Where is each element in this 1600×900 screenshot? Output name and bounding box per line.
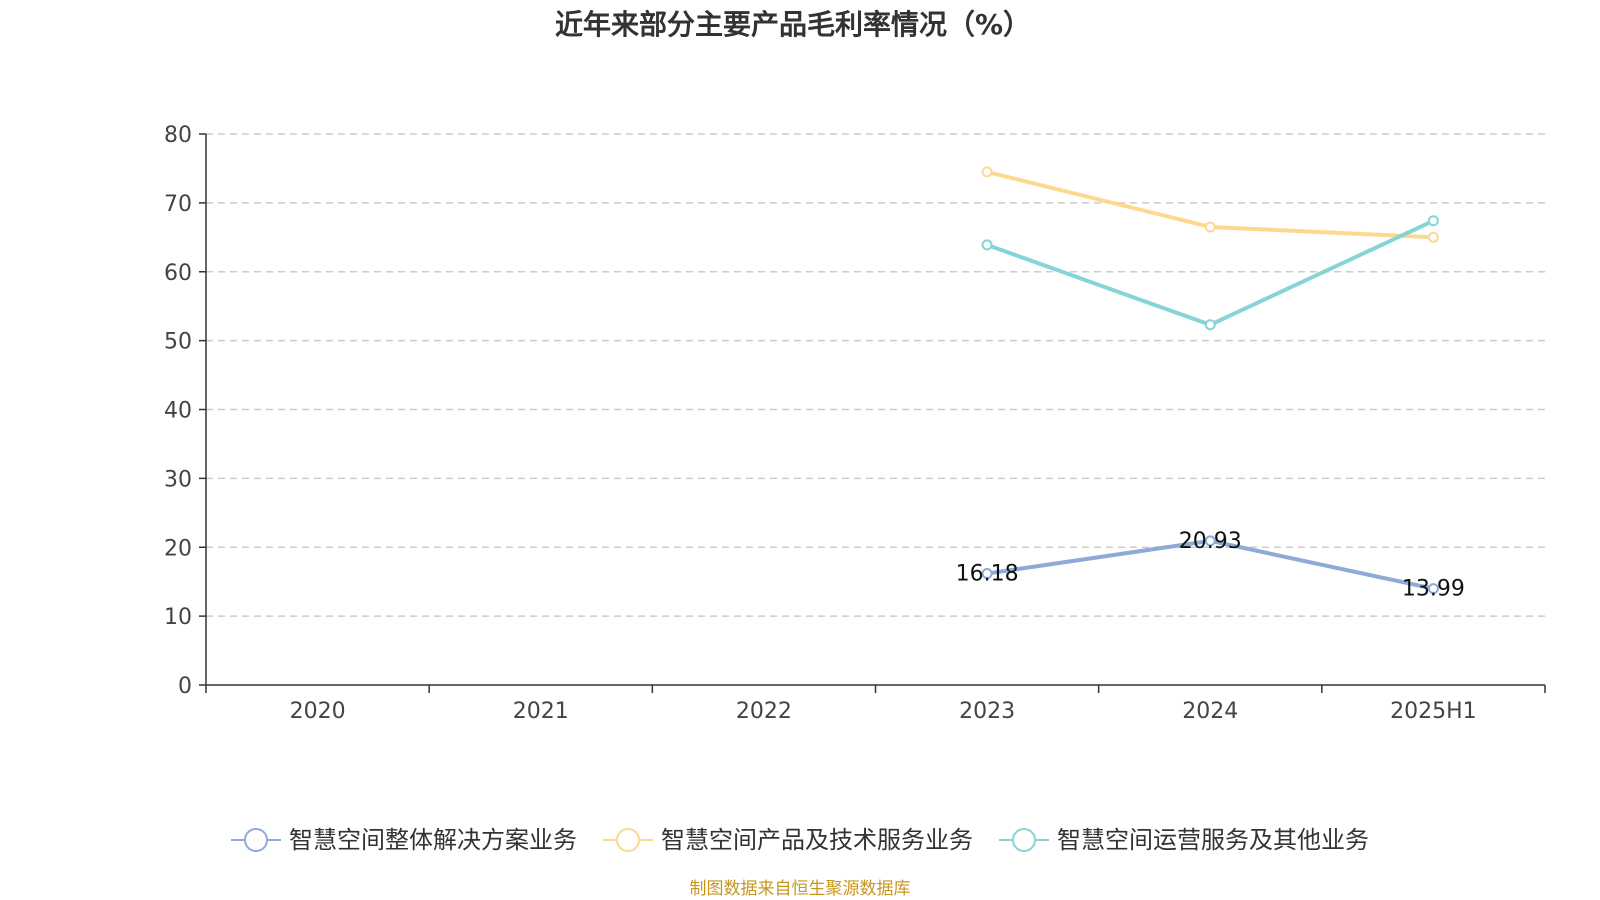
legend-label: 智慧空间整体解决方案业务	[289, 826, 577, 854]
source-note: 制图数据来自恒生聚源数据库	[690, 879, 911, 899]
y-tick-label: 40	[164, 399, 192, 424]
y-tick-label: 60	[164, 261, 192, 286]
x-tick-label: 2022	[736, 699, 792, 724]
x-tick-label: 2023	[959, 699, 1015, 724]
x-tick-label: 2025H1	[1390, 699, 1477, 724]
series-lines	[981, 166, 1439, 595]
legend-item-1: 智慧空间整体解决方案业务	[231, 826, 577, 854]
x-tick-label: 2021	[513, 699, 569, 724]
data-point	[1204, 535, 1216, 547]
data-label: 16.18	[956, 562, 1019, 587]
y-tick-label: 50	[164, 330, 192, 355]
legend-circle-icon	[616, 828, 640, 852]
data-point	[981, 568, 993, 580]
data-point	[1204, 221, 1216, 233]
y-tick-label: 80	[164, 123, 192, 148]
legend-label: 智慧空间产品及技术服务业务	[661, 826, 973, 854]
x-tick-label: 2020	[290, 699, 346, 724]
y-tick-label: 20	[164, 536, 192, 561]
data-point	[1427, 583, 1439, 595]
y-tick-label: 10	[164, 605, 192, 630]
legend-circle-icon	[244, 828, 268, 852]
data-labels: 16.18 20.93 13.99	[956, 529, 1465, 602]
chart-title: 近年来部分主要产品毛利率情况（%）	[555, 8, 1031, 41]
data-point	[981, 239, 993, 251]
axes: 0 10 20 30 40 50 60 70 80 2020 2021 2022 2023 2024 202…	[164, 123, 1546, 724]
series-line-3	[985, 218, 1436, 327]
legend-circle-icon	[1012, 828, 1036, 852]
legend: 智慧空间整体解决方案业务 智慧空间产品及技术服务业务 智慧空间运营服务及其他业务	[231, 826, 1369, 854]
data-label: 13.99	[1402, 577, 1465, 602]
y-tick-label: 70	[164, 192, 192, 217]
y-tick-label: 30	[164, 467, 192, 492]
legend-item-2: 智慧空间产品及技术服务业务	[603, 826, 973, 854]
data-point	[1427, 215, 1439, 227]
legend-item-3: 智慧空间运营服务及其他业务	[999, 826, 1369, 854]
data-point	[1204, 319, 1216, 331]
legend-label: 智慧空间运营服务及其他业务	[1057, 826, 1369, 854]
data-point	[981, 166, 993, 178]
y-tick-label: 0	[178, 674, 192, 699]
data-label: 20.93	[1179, 529, 1242, 554]
grid-lines	[206, 133, 1545, 617]
x-tick-label: 2024	[1182, 699, 1238, 724]
data-point	[1427, 231, 1439, 243]
